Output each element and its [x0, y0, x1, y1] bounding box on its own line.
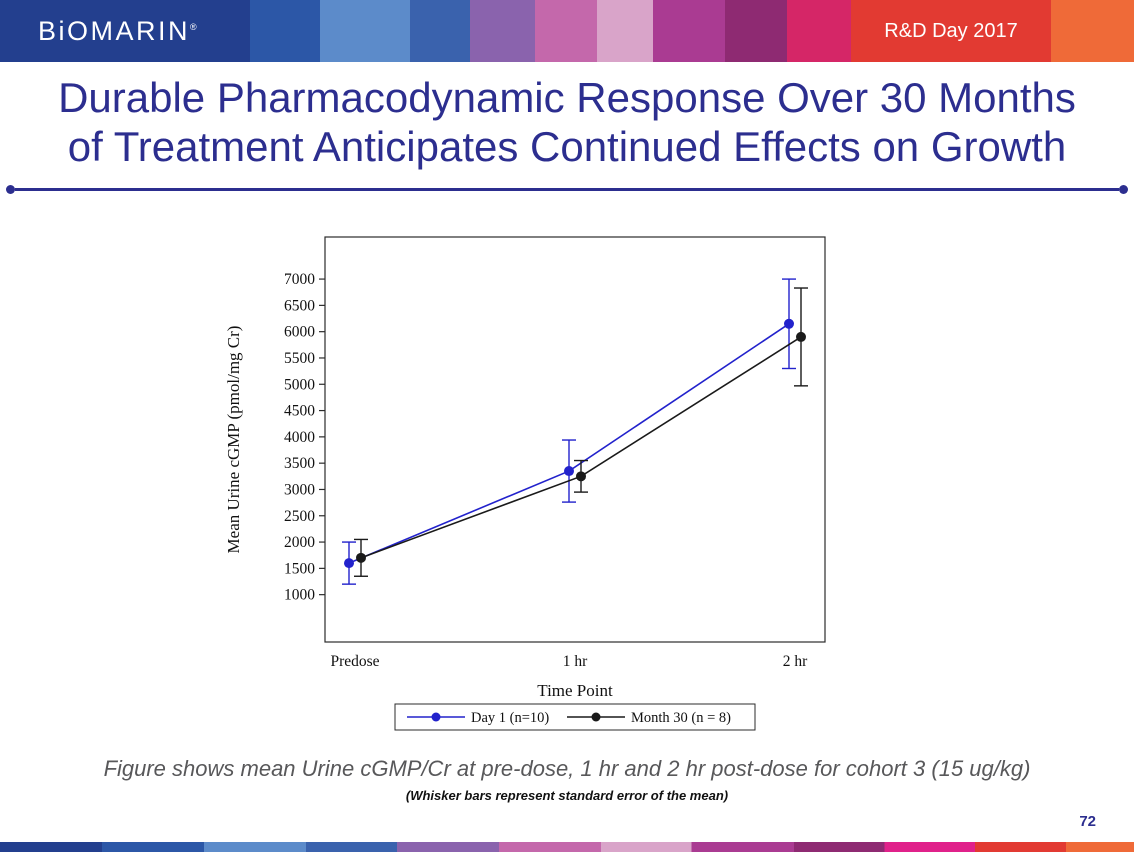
page-title-line-1: Durable Pharmacodynamic Response Over 30…: [58, 74, 1076, 121]
y-tick-label: 2000: [284, 535, 315, 552]
legend-label: Month 30 (n = 8): [631, 710, 731, 726]
x-tick-label: Predose: [330, 653, 379, 670]
legend-label: Day 1 (n=10): [471, 710, 549, 726]
chart-series-0: [342, 278, 796, 586]
page-title-line-2: of Treatment Anticipates Continued Effec…: [67, 122, 1067, 170]
data-point: [796, 332, 806, 343]
stripe-segment: [1051, 0, 1134, 62]
y-tick-label: 6000: [284, 324, 315, 341]
y-tick-label: 1000: [284, 587, 315, 604]
stripe-segment: [470, 0, 535, 62]
divider-left-dot: [6, 185, 15, 195]
data-point: [356, 553, 366, 564]
legend-marker: [431, 712, 441, 722]
x-tick-label: 2 hr: [783, 653, 808, 670]
series-line: [360, 336, 802, 560]
divider-line: [15, 188, 1119, 192]
logo-segment: BiOMARIN®: [0, 0, 250, 62]
page-title: Durable Pharmacodynamic Response Over 30…: [0, 74, 1134, 171]
header-stripe: BiOMARIN® R&D Day 2017: [0, 0, 1134, 62]
data-point: [784, 319, 794, 330]
data-point: [564, 466, 574, 477]
stripe-segment: [535, 0, 597, 62]
y-tick-label: 2500: [284, 508, 315, 525]
y-axis: 1000 1500 2000 2500 3000 3500 4000 4500 5000 5500…: [284, 272, 325, 604]
chart-legend: Day 1 (n=10) Month 30 (n = 8): [394, 703, 756, 731]
page-number: 72: [1079, 813, 1096, 830]
y-tick-label: 3500: [284, 456, 315, 473]
y-tick-label: 7000: [284, 272, 315, 289]
legend-marker: [591, 712, 601, 722]
chart-svg: 1000 1500 2000 2500 3000 3500 4000 4500 5000 5500…: [224, 236, 826, 731]
figure-subcaption: (Whisker bars represent standard error o…: [405, 788, 729, 804]
y-tick-label: 6500: [284, 298, 315, 315]
x-axis: Predose 1 hr 2 hr: [330, 653, 808, 670]
event-label: R&D Day 2017: [884, 19, 1018, 42]
figure-caption: Figure shows mean Urine cGMP/Cr at pre-d…: [103, 756, 1031, 782]
stripe-segment: [597, 0, 653, 62]
stripe-segment: [250, 0, 320, 62]
event-label-segment: R&D Day 2017: [851, 0, 1051, 62]
x-axis-title: Time Point: [537, 681, 613, 700]
biomarin-logo-text: BiOMARIN: [38, 15, 191, 46]
title-divider: [6, 185, 1128, 195]
data-point: [344, 558, 354, 569]
y-tick-label: 1500: [284, 561, 315, 578]
stripe-segment: [787, 0, 851, 62]
y-tick-label: 5500: [284, 350, 315, 367]
plot-frame: [324, 236, 826, 644]
chart-series-1: [354, 287, 808, 578]
y-tick-label: 4000: [284, 429, 315, 446]
stripe-segment: [410, 0, 470, 62]
stripe-segment: [320, 0, 410, 62]
x-tick-label: 1 hr: [563, 653, 588, 670]
chart-container: 1000 1500 2000 2500 3000 3500 4000 4500 5000 5500…: [215, 222, 835, 742]
biomarin-logo: BiOMARIN®: [0, 16, 197, 47]
y-tick-label: 4500: [284, 403, 315, 420]
y-tick-label: 5000: [284, 377, 315, 394]
y-axis-title: Mean Urine cGMP (pmol/mg Cr): [224, 326, 243, 554]
registered-mark: ®: [190, 21, 197, 32]
stripe-segment: [725, 0, 787, 62]
footer-stripe: [0, 842, 1134, 852]
divider-right-dot: [1119, 185, 1128, 195]
data-point: [576, 471, 586, 482]
y-tick-label: 3000: [284, 482, 315, 499]
stripe-segment: [653, 0, 725, 62]
